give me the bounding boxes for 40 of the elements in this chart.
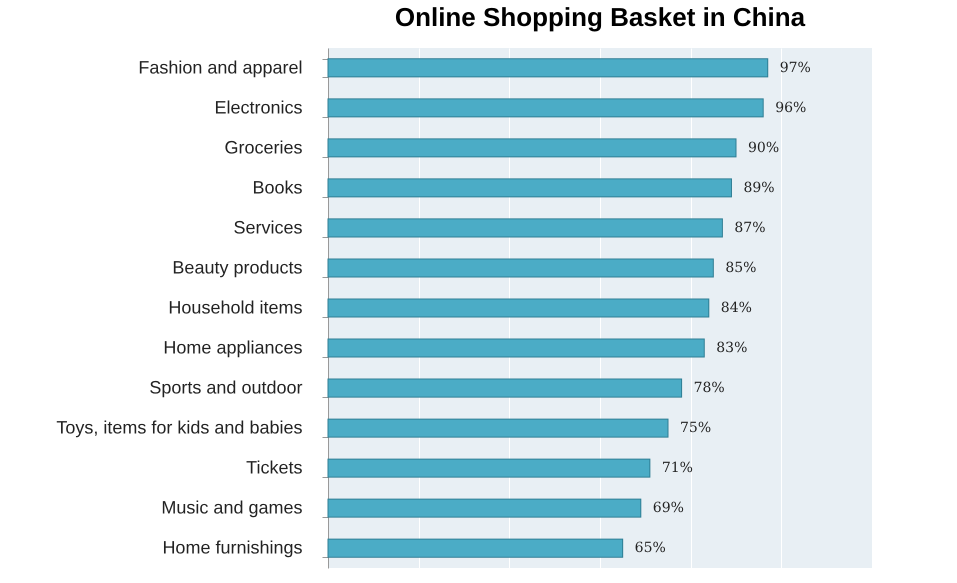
bar <box>328 458 650 478</box>
y-tick-label: Books <box>252 177 302 198</box>
data-label: 83% <box>716 340 748 356</box>
data-label: 96% <box>775 100 806 116</box>
data-label: 75% <box>680 420 712 436</box>
bar <box>328 298 710 318</box>
data-label: 84% <box>720 300 752 316</box>
y-tick-label: Beauty products <box>172 257 302 278</box>
bar <box>328 218 723 238</box>
chart-title: Online Shopping Basket in China <box>394 2 806 32</box>
bar <box>328 338 705 358</box>
data-label: 89% <box>743 180 775 196</box>
y-tick-label: Home furnishings <box>162 538 302 558</box>
y-tick-label: Music and games <box>161 498 302 518</box>
bar <box>328 98 764 118</box>
bar <box>328 378 682 398</box>
y-tick-label: Home appliances <box>163 338 302 358</box>
data-label: 90% <box>748 140 780 156</box>
y-tick-label: Tickets <box>246 458 302 478</box>
y-tick-label: Groceries <box>224 137 302 158</box>
data-label: 85% <box>725 260 756 276</box>
data-label: 78% <box>694 380 725 396</box>
data-label: 69% <box>652 500 684 516</box>
bar <box>328 418 668 438</box>
y-tick-label: Fashion and apparel <box>138 57 302 78</box>
data-label: 65% <box>634 540 666 556</box>
y-tick-label: Sports and outdoor <box>149 378 302 398</box>
y-tick-label: Toys, items for kids and babies <box>56 418 302 438</box>
bar <box>328 178 732 198</box>
data-label: 71% <box>662 460 693 476</box>
data-label: 97% <box>780 60 811 76</box>
bar <box>328 58 768 78</box>
bar <box>328 258 714 278</box>
y-tick-label: Household items <box>168 298 302 318</box>
bar <box>328 498 642 518</box>
y-tick-label: Services <box>233 217 302 238</box>
bar <box>328 138 736 158</box>
bar <box>328 538 624 558</box>
y-tick-label: Electronics <box>214 97 302 118</box>
data-label: 87% <box>734 220 766 236</box>
